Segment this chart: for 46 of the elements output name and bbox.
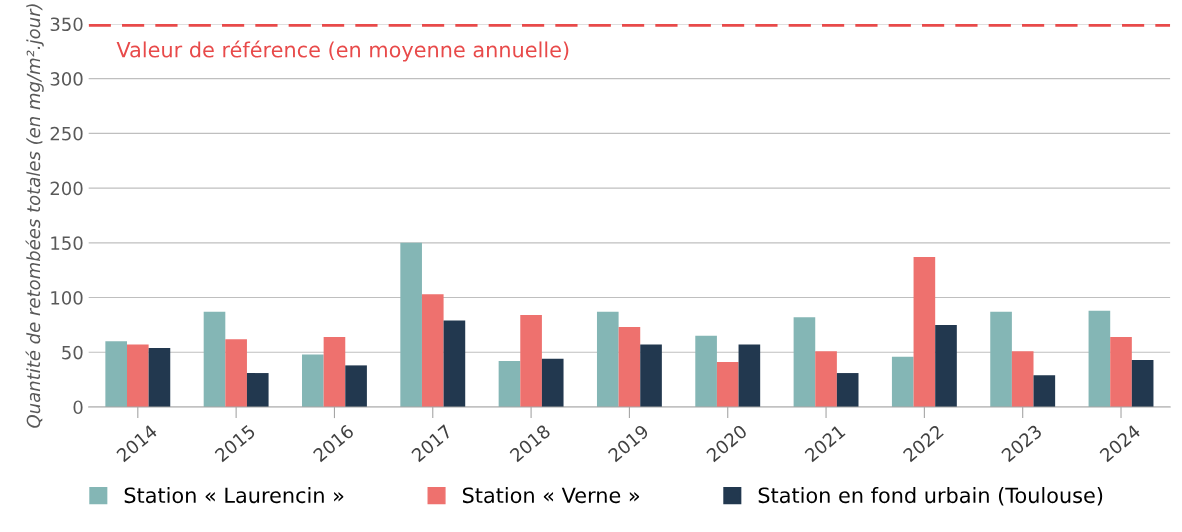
bar	[323, 336, 346, 407]
bar	[1033, 375, 1056, 407]
bar	[990, 311, 1012, 407]
bar	[498, 361, 521, 407]
legend-label: Station en fond urbain (Toulouse)	[758, 487, 1103, 506]
bar	[127, 344, 149, 407]
bar	[1110, 336, 1132, 407]
y-axis-title: Quantité de retombées totales (en mg/m².jour)	[25, 4, 44, 428]
bar	[541, 358, 564, 407]
bar	[596, 311, 619, 407]
bar	[105, 341, 127, 407]
bar	[203, 311, 226, 407]
y-tick-label: 300	[50, 72, 83, 86]
bar	[640, 344, 662, 407]
bar	[935, 324, 957, 407]
bar	[1131, 359, 1154, 407]
bar	[913, 257, 936, 407]
y-tick-label: 100	[51, 291, 83, 305]
bar	[815, 351, 837, 407]
bar	[738, 344, 761, 407]
y-tick-label: 50	[62, 345, 83, 360]
bar	[246, 373, 269, 407]
y-tick-label: 0	[73, 400, 83, 415]
y-tick-label: 250	[50, 126, 83, 141]
bar	[716, 362, 739, 407]
bar	[1088, 310, 1111, 407]
bar	[1011, 351, 1034, 407]
y-tick-label: 350	[50, 17, 83, 32]
bar	[836, 373, 859, 407]
bar	[443, 320, 466, 407]
legend-label: Station « Laurencin »	[124, 487, 344, 504]
bar	[225, 339, 247, 407]
bar	[695, 335, 717, 407]
bar	[421, 294, 444, 407]
bar	[345, 365, 367, 407]
bar	[793, 317, 816, 407]
bar	[891, 356, 914, 407]
bar	[302, 354, 324, 407]
legend-label: Station « Verne »	[462, 487, 640, 504]
ref-line-label: Valeur de référence (en moyenne annuelle)	[116, 40, 569, 62]
y-tick-label: 150	[51, 236, 83, 250]
y-tick-label: 200	[50, 181, 83, 196]
bar	[400, 242, 422, 407]
bar	[618, 327, 641, 407]
bar	[148, 347, 171, 407]
bar	[520, 315, 542, 407]
